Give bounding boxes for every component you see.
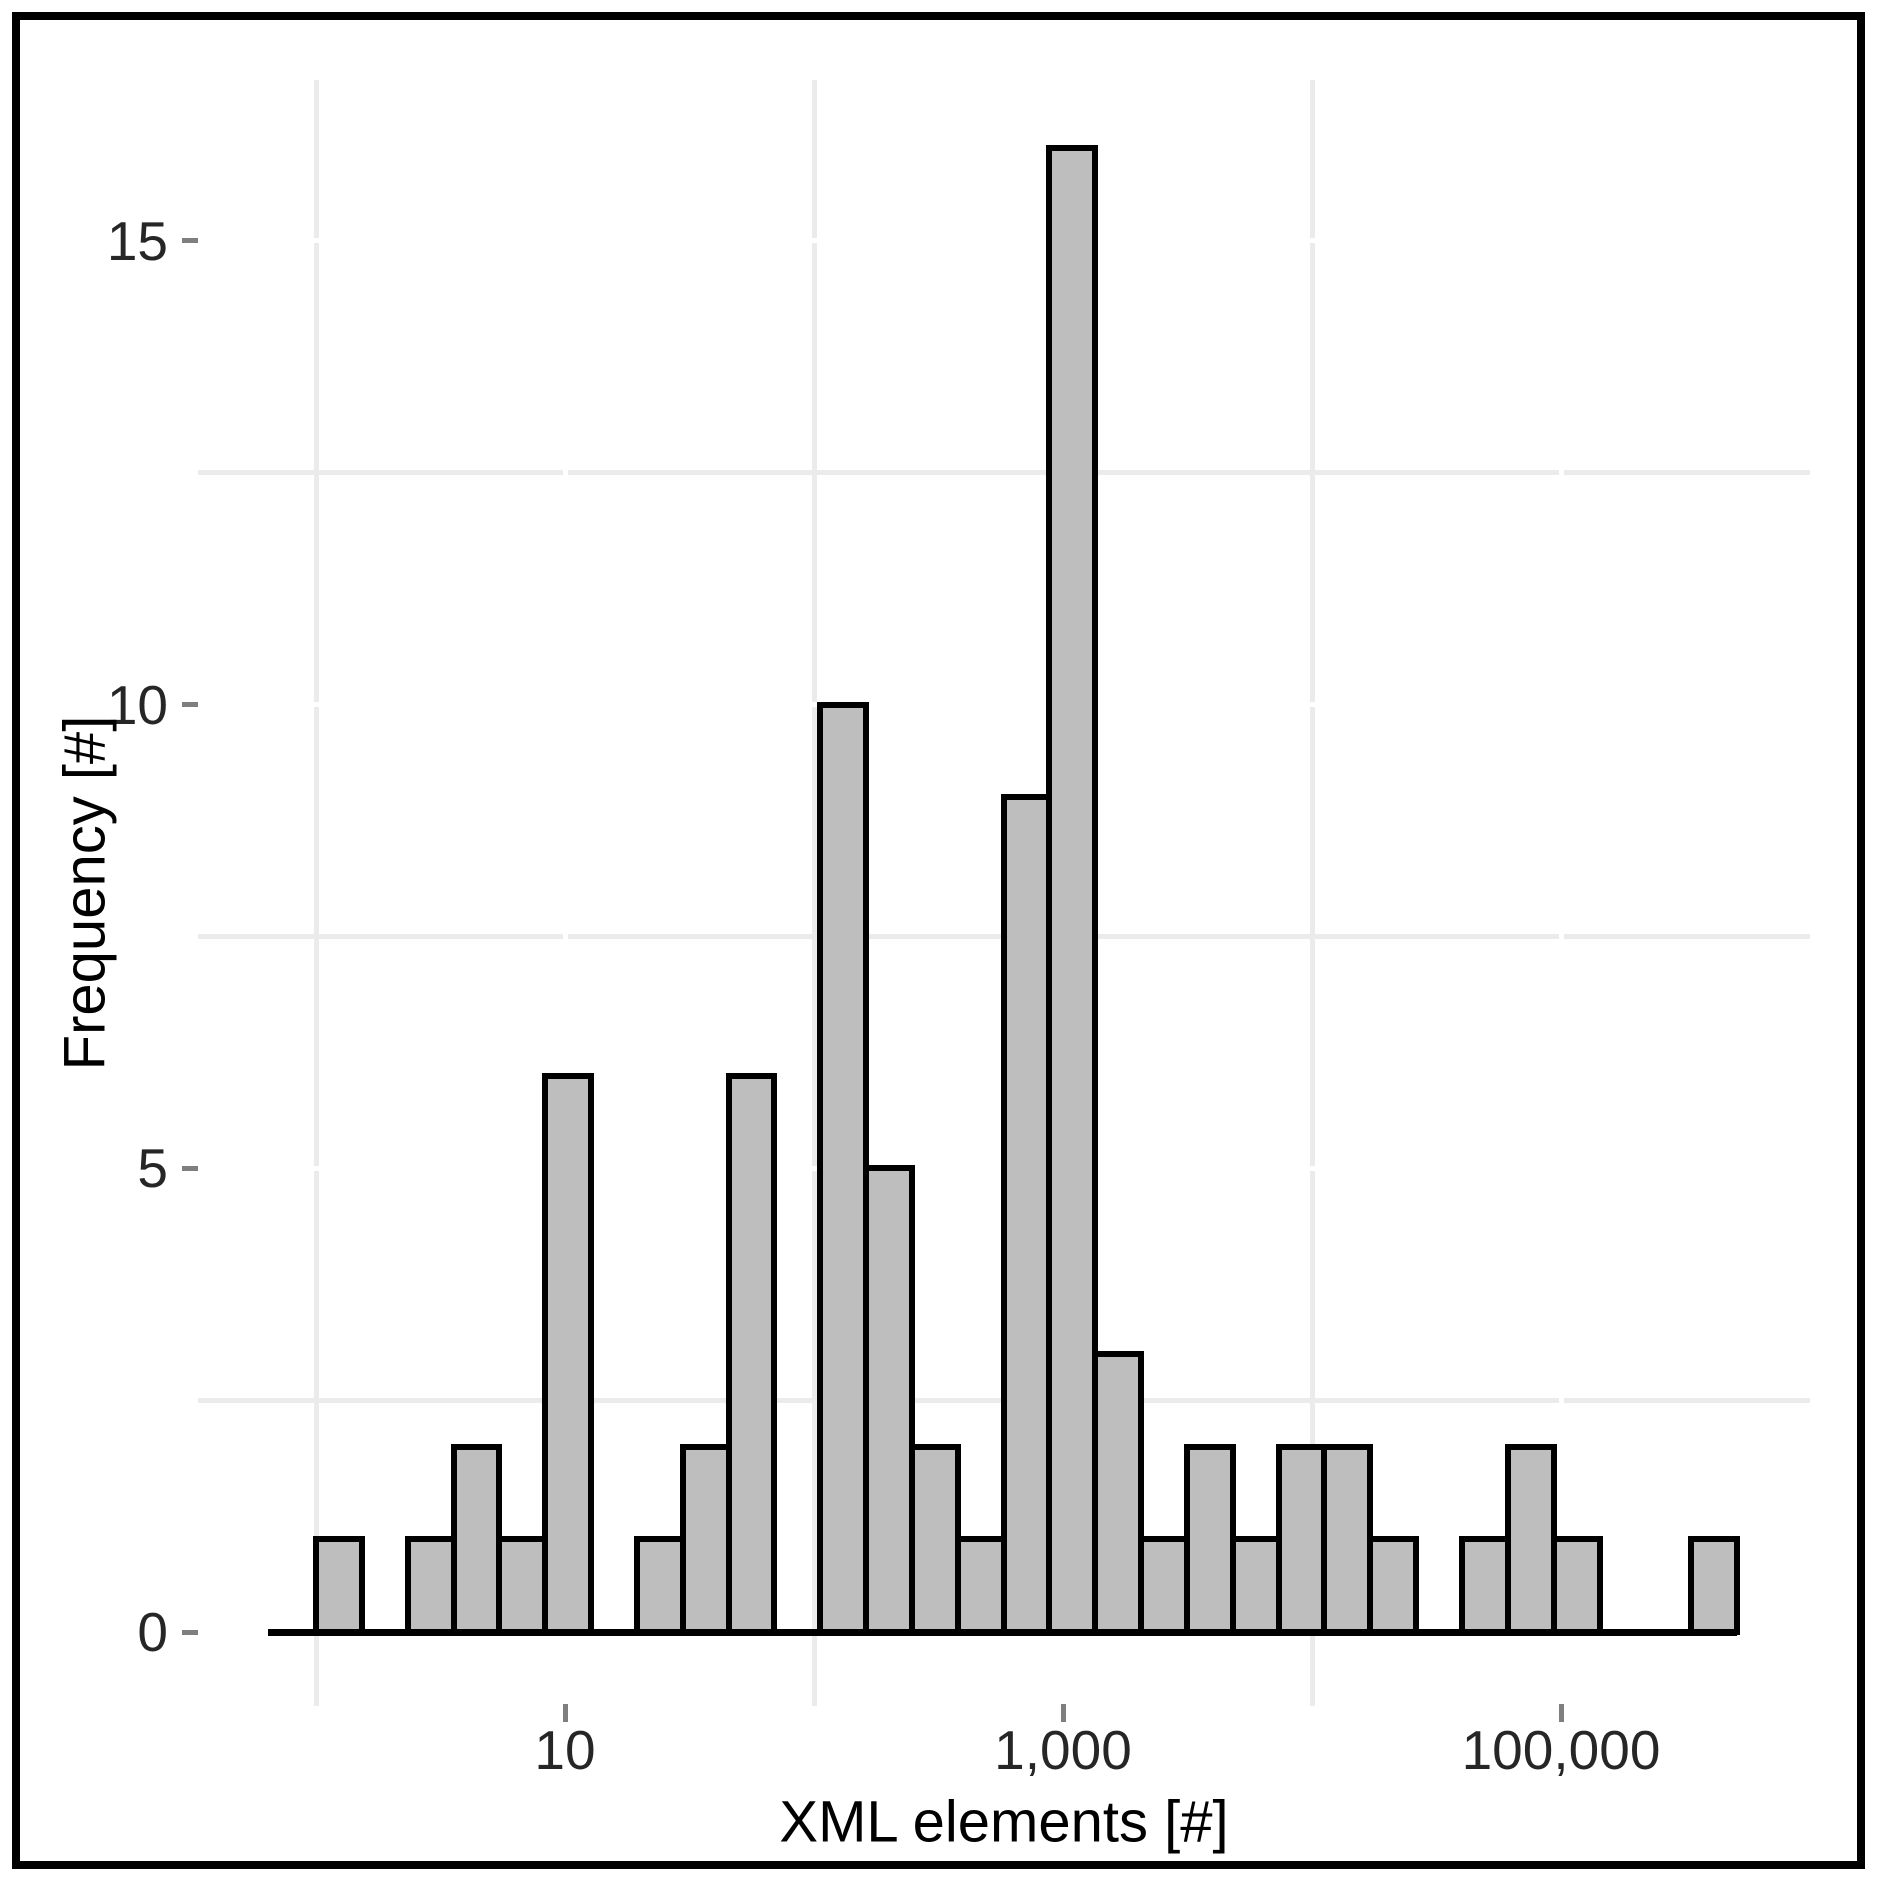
x-tick-label: 1,000 xyxy=(994,1719,1132,1781)
histogram-bar xyxy=(1367,1536,1420,1635)
histogram-bar xyxy=(450,1443,503,1635)
x-tick-label: 10 xyxy=(534,1719,596,1781)
y-tick-label: 10 xyxy=(106,673,168,736)
histogram-bar xyxy=(1046,145,1099,1635)
histogram-bar xyxy=(908,1443,961,1635)
histogram-bar xyxy=(863,1165,915,1635)
histogram-bar xyxy=(1459,1536,1511,1635)
histogram-bar xyxy=(542,1072,595,1635)
x-axis-line xyxy=(268,1628,1737,1636)
histogram-bar xyxy=(1092,1350,1145,1635)
x-tick-label: 100,000 xyxy=(1461,1719,1661,1781)
histogram-bar xyxy=(633,1536,686,1635)
histogram-bar xyxy=(1000,794,1053,1635)
y-tick-label: 0 xyxy=(137,1601,168,1663)
y-tick-mark xyxy=(182,1629,198,1635)
y-axis-title: Frequency [#] xyxy=(52,715,118,1071)
y-minor-gridline xyxy=(198,470,1810,476)
y-tick-mark xyxy=(182,238,198,244)
histogram-bar xyxy=(313,1536,365,1635)
x-axis-title: XML elements [#] xyxy=(779,1789,1229,1855)
x-minor-gridline xyxy=(1309,80,1315,1706)
y-major-gridline xyxy=(198,238,1810,244)
histogram-bar xyxy=(1504,1443,1557,1635)
histogram-bar xyxy=(817,701,870,1635)
x-tick-mark xyxy=(1558,1704,1564,1722)
y-tick-label: 15 xyxy=(106,209,168,272)
x-minor-gridline xyxy=(811,80,817,1706)
histogram-bar xyxy=(1321,1443,1374,1635)
y-tick-mark xyxy=(182,1165,198,1171)
histogram-bar xyxy=(679,1443,732,1635)
y-major-gridline xyxy=(198,702,1810,707)
x-tick-mark xyxy=(1060,1704,1066,1722)
histogram-bar xyxy=(404,1536,457,1635)
histogram-bar xyxy=(1275,1443,1328,1635)
histogram-bar xyxy=(496,1536,549,1635)
histogram-bar xyxy=(1183,1443,1236,1635)
y-tick-mark xyxy=(182,702,198,707)
histogram-bar xyxy=(725,1072,778,1635)
histogram-bar xyxy=(1688,1536,1741,1635)
histogram-bar xyxy=(954,1536,1007,1635)
x-minor-gridline xyxy=(313,80,319,1706)
histogram-bar xyxy=(1229,1536,1282,1635)
x-major-gridline xyxy=(562,80,568,1706)
y-tick-label: 5 xyxy=(137,1137,168,1200)
x-major-gridline xyxy=(1558,80,1564,1706)
histogram-bar xyxy=(1550,1536,1603,1635)
x-tick-mark xyxy=(562,1704,568,1722)
histogram-bar xyxy=(1138,1536,1190,1635)
